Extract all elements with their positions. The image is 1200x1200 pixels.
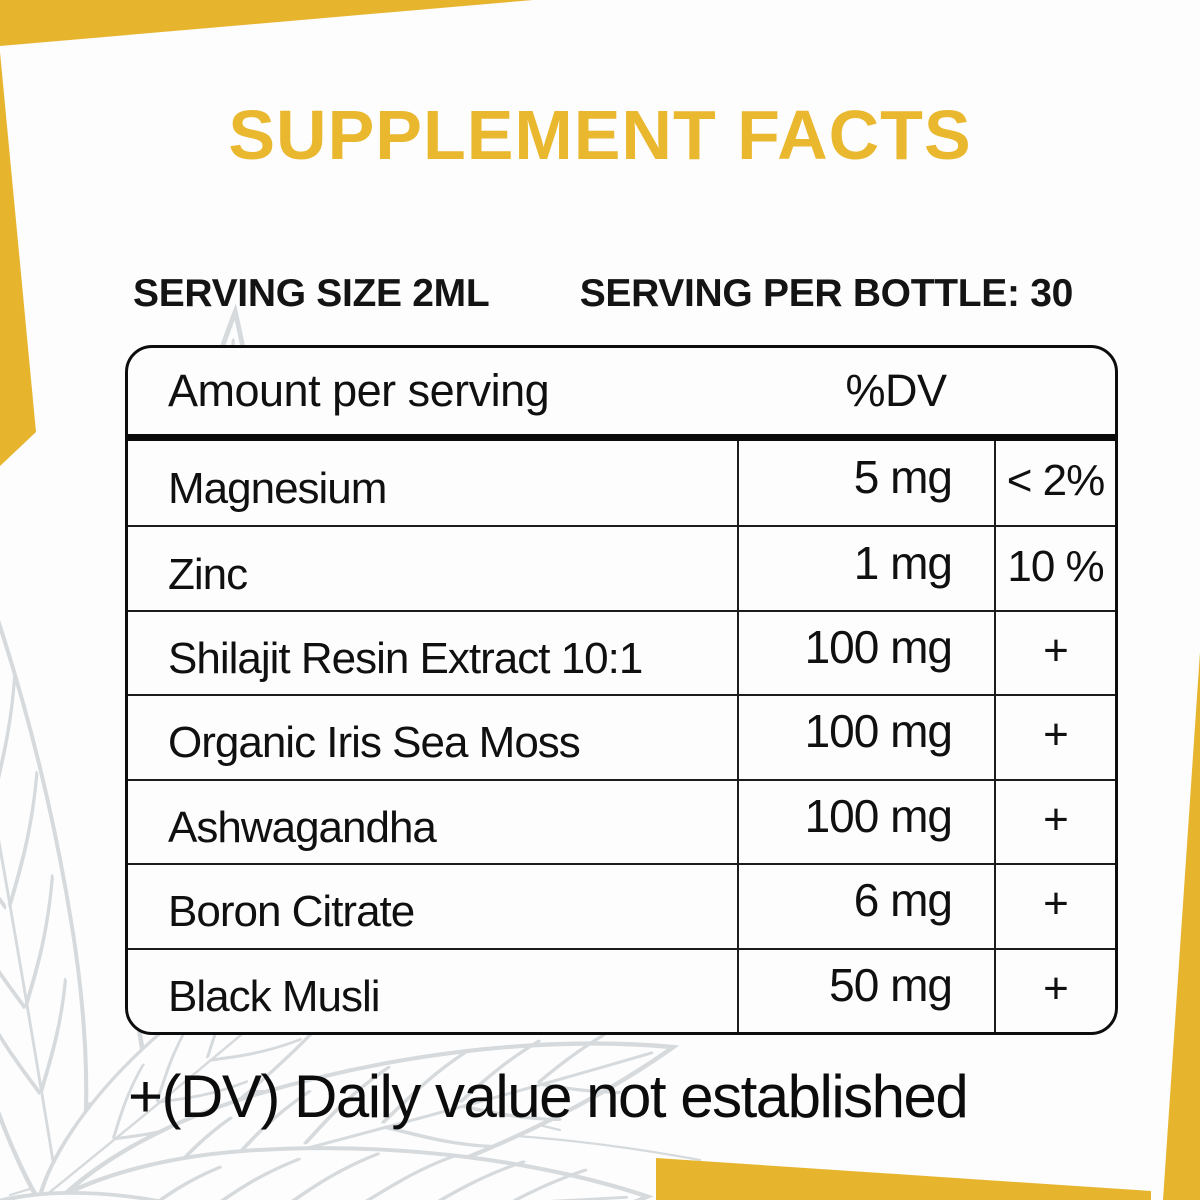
dv-footnote: +(DV) Daily value not established bbox=[128, 1063, 969, 1130]
ingredient-amount: 50 mg bbox=[737, 949, 994, 1032]
table-body: Magnesium 5 mg < 2% Zinc 1 mg 10 % Shila… bbox=[128, 441, 1115, 1032]
serving-size-text: SERVING SIZE 2ML bbox=[133, 272, 490, 315]
ingredient-dv-value: + bbox=[994, 780, 1115, 864]
ingredient-name: Boron Citrate bbox=[168, 887, 415, 937]
header-divider-bar bbox=[128, 434, 1115, 441]
amount-per-serving-header: Amount per serving bbox=[168, 365, 550, 416]
page-title: SUPPLEMENT FACTS bbox=[228, 96, 972, 174]
ingredient-dv-value: 10 % bbox=[994, 527, 1115, 610]
ingredient-dv-value: < 2% bbox=[994, 441, 1115, 526]
ingredient-dv-value: + bbox=[994, 696, 1115, 779]
ingredient-amount: 1 mg bbox=[737, 527, 994, 610]
left-yellow-stripe bbox=[0, 52, 36, 466]
ingredient-dv-value: + bbox=[994, 865, 1115, 948]
table-header: Amount per serving %DV bbox=[128, 348, 1115, 434]
ingredient-amount: 100 mg bbox=[737, 780, 994, 864]
serving-info: SERVING SIZE 2ML SERVING PER BOTTLE: 30 bbox=[125, 272, 1118, 316]
supplement-facts-table: Amount per serving %DV Magnesium 5 mg < … bbox=[125, 345, 1118, 1035]
ingredient-name: Ashwagandha bbox=[168, 802, 437, 852]
dv-header: %DV bbox=[845, 365, 947, 416]
ingredient-dv-value: + bbox=[994, 949, 1115, 1032]
ingredient-amount: 100 mg bbox=[737, 611, 994, 695]
table-row: Shilajit Resin Extract 10:1 100 mg + bbox=[128, 609, 1115, 695]
table-row: Zinc 1 mg 10 % bbox=[128, 525, 1115, 610]
ingredient-amount: 6 mg bbox=[737, 865, 994, 948]
table-row: Boron Citrate 6 mg + bbox=[128, 863, 1115, 948]
ingredient-name: Shilajit Resin Extract 10:1 bbox=[168, 634, 643, 684]
bottom-yellow-band bbox=[656, 1158, 1151, 1200]
right-yellow-stripe bbox=[1163, 652, 1200, 1200]
top-yellow-band bbox=[0, 0, 533, 46]
ingredient-name: Organic Iris Sea Moss bbox=[168, 718, 581, 768]
table-row: Black Musli 50 mg + bbox=[128, 947, 1115, 1032]
ingredient-name: Zinc bbox=[168, 549, 248, 599]
table-row: Ashwagandha 100 mg + bbox=[128, 778, 1115, 864]
ingredient-dv-value: + bbox=[994, 611, 1115, 695]
ingredient-amount: 100 mg bbox=[737, 696, 994, 779]
ingredient-name: Black Musli bbox=[168, 971, 381, 1021]
ingredient-amount: 5 mg bbox=[737, 441, 994, 526]
serving-per-bottle-text: SERVING PER BOTTLE: 30 bbox=[579, 272, 1074, 315]
table-row: Organic Iris Sea Moss 100 mg + bbox=[128, 694, 1115, 779]
leaf-illustration bbox=[0, 307, 702, 1200]
table-row: Magnesium 5 mg < 2% bbox=[128, 441, 1115, 526]
ingredient-name: Magnesium bbox=[168, 464, 387, 514]
